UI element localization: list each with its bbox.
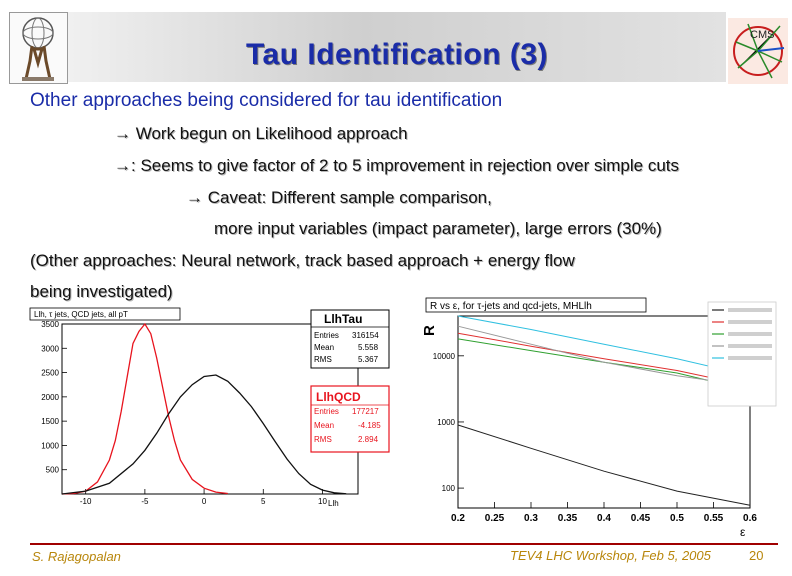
series-llhqcd-line: [61, 374, 347, 495]
bullet-caveat-text: Caveat: Different sample comparison,: [207, 188, 492, 207]
footer-divider: [30, 543, 778, 545]
chart2-series-line: [457, 315, 751, 377]
chart1-title: Llh, τ jets, QCD jets, all pT: [34, 310, 128, 319]
cms-logo: CMS: [728, 18, 788, 84]
chart2-title-box: [425, 297, 647, 313]
bullet-caveat: → Caveat: Different sample comparison,: [186, 188, 492, 208]
chart2-plot-area: [457, 315, 751, 509]
chart1-y-axis: 500 1000 1500 2000 2500 3000 3500: [41, 320, 67, 475]
chart1-y-tick-label: 500: [46, 466, 60, 475]
stats-llhqcd-mean: -4.185: [358, 421, 381, 430]
chart1-x-tick-label: -10: [80, 497, 92, 506]
chart1-y-tick-label: 2500: [41, 369, 59, 378]
chart2-legend-entry-mark: [728, 320, 772, 324]
chart1-title-box: [29, 307, 181, 321]
main-statement: Other approaches being considered for ta…: [30, 90, 503, 111]
page-number: 20: [749, 548, 764, 563]
series-llhtau-line: [61, 322, 228, 495]
bullet-improvement-text: : Seems to give factor of 2 to 5 improve…: [131, 156, 680, 175]
stats-llhtau-entries: 316154: [352, 331, 379, 340]
chart2-x-tick-label: 0.25: [485, 513, 505, 524]
chart2-x-tick-label: 0.45: [631, 513, 651, 524]
chart1-y-tick-label: 3000: [41, 344, 59, 353]
chart1-y-tick-label: 1500: [41, 417, 59, 426]
bullet-likelihood: → Work begun on Likelihood approach: [114, 124, 408, 144]
chart1-y-tick-label: 3500: [41, 320, 59, 329]
chart2-legend-box: [707, 301, 777, 407]
chart2-x-tick-label: 0.35: [558, 513, 578, 524]
footer-event: TEV4 LHC Workshop, Feb 5, 2005: [510, 548, 711, 563]
footer-author: S. Rajagopalan: [32, 549, 121, 564]
chart2-y-label: R: [421, 325, 438, 336]
chart1-x-tick-label: 5: [261, 497, 266, 506]
likelihood-histogram: Llh, τ jets, QCD jets, all pT 500 1000 150…: [28, 306, 392, 534]
atlas-figure-icon: [22, 17, 54, 81]
stats-llhtau-rms-label: RMS: [314, 355, 332, 364]
chart2-y-axis: 100 1000 10000: [433, 352, 464, 493]
title-band: Tau Identification (3): [68, 12, 726, 82]
chart2-x-tick-label: 0.4: [597, 513, 611, 524]
chart2-x-tick-label: 0.6: [743, 513, 757, 524]
stats-llhtau-mean: 5.558: [358, 343, 379, 352]
chart2-x-tick-label: 0.3: [524, 513, 538, 524]
chart2-legend-entry-mark: [728, 356, 772, 360]
stats-llhqcd-entries: 177217: [352, 407, 379, 416]
chart1-x-tick-label: 0: [202, 497, 207, 506]
stats-llhqcd-entries-label: Entries: [314, 407, 339, 416]
cms-logo-text: CMS: [750, 29, 774, 41]
bullet-likelihood-text: Work begun on Likelihood approach: [135, 124, 408, 143]
stats-box-llhqcd: LlhQCD Entries 177217 Mean -4.185 RMS 2.…: [310, 385, 390, 453]
chart2-legend-entry-mark: [728, 332, 772, 336]
stats-llhqcd-rms: 2.894: [358, 435, 379, 444]
arrow-icon: →: [186, 188, 203, 207]
stats-llhtau-mean-label: Mean: [314, 343, 334, 352]
chart2-series-line: [457, 332, 751, 387]
chart1-y-tick-label: 1000: [41, 441, 59, 450]
chart2-x-tick-label: 0.55: [704, 513, 724, 524]
chart1-x-tick-label: 10: [318, 497, 327, 506]
stats-llhqcd-rms-label: RMS: [314, 435, 332, 444]
chart2-title: R vs ε, for τ-jets and qcd-jets, MHLlh: [430, 301, 592, 312]
chart2-legend: [712, 308, 772, 360]
stats-llhqcd-mean-label: Mean: [314, 421, 334, 430]
atlas-logo: [9, 12, 68, 84]
chart2-x-tick-label: 0.2: [451, 513, 465, 524]
chart2-y-tick-label: 100: [442, 484, 456, 493]
stats-llhqcd-name: LlhQCD: [316, 390, 361, 404]
chart2-legend-entry-mark: [728, 344, 772, 348]
chart2-y-tick-label: 10000: [433, 352, 456, 361]
arrow-icon: →: [114, 124, 131, 143]
other-approaches-line: (Other approaches: Neural network, track…: [30, 251, 575, 270]
chart2-series-line: [457, 325, 751, 387]
chart2-x-axis: 0.2 0.25 0.3 0.35 0.4 0.45 0.5 0.55 0.6: [451, 502, 757, 524]
chart2-x-label: ε: [740, 525, 746, 539]
chart2-series-group: [457, 315, 751, 506]
chart2-x-tick-label: 0.5: [670, 513, 684, 524]
chart2-y-tick-label: 1000: [437, 418, 455, 427]
arrow-icon: →: [114, 156, 131, 175]
bullet-improvement: →: Seems to give factor of 2 to 5 improv…: [114, 156, 679, 176]
other-approaches-line-2: being investigated): [30, 282, 173, 301]
slide-title: Tau Identification (3): [245, 38, 549, 71]
chart1-y-tick-label: 2000: [41, 393, 59, 402]
chart2-legend-entry-mark: [728, 308, 772, 312]
stats-llhtau-name: LlhTau: [324, 312, 362, 326]
rejection-efficiency-chart: R R vs ε, for τ-jets and qcd-jets, MHLlh…: [418, 296, 778, 540]
bullet-caveat-continued: more input variables (impact parameter),…: [214, 219, 662, 238]
stats-llhtau-entries-label: Entries: [314, 331, 339, 340]
cms-detector-icon: CMS: [728, 18, 788, 84]
chart1-x-label: Llh: [328, 499, 339, 508]
chart2-series-line: [457, 424, 751, 506]
stats-llhtau-rms: 5.367: [358, 355, 379, 364]
stats-box-llhtau: LlhTau Entries 316154 Mean 5.558 RMS 5.3…: [310, 309, 390, 369]
chart1-x-tick-label: -5: [141, 497, 149, 506]
